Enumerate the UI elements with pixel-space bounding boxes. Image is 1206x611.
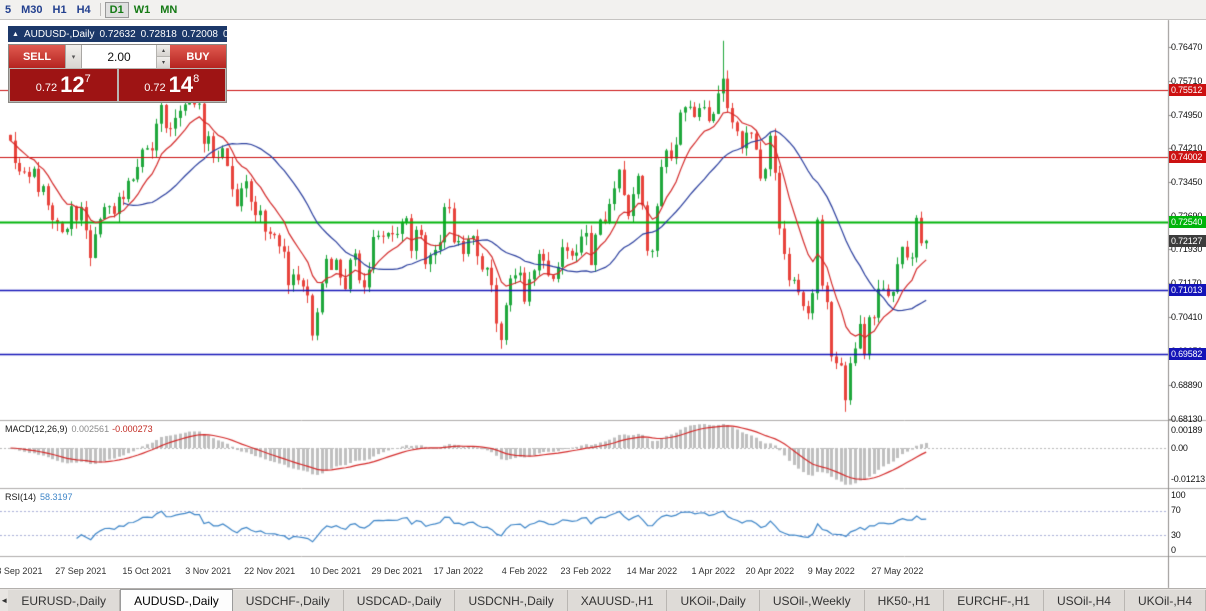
rsi-indicator-label: RSI(14) 58.3197: [5, 492, 73, 502]
timeframe-button-h4[interactable]: H4: [76, 3, 91, 16]
sell-button[interactable]: SELL: [9, 45, 65, 68]
sell-price-pip-digit: 7: [84, 73, 91, 85]
chart-tab-usdcad-daily[interactable]: USDCAD-,Daily: [343, 590, 456, 611]
trade-controls-row: SELL ▾ ▴ ▾ BUY: [9, 45, 226, 68]
volume-increase-icon[interactable]: ▴: [157, 45, 170, 57]
volume-decrease-icon[interactable]: ▾: [157, 57, 170, 68]
timeframe-button-mn[interactable]: MN: [160, 3, 178, 16]
chart-info-bar: ▲ AUDUSD-,Daily 0.72632 0.72818 0.72008 …: [8, 26, 259, 42]
buy-price-prefix: 0.72: [144, 81, 166, 94]
tab-scroll-left-icon[interactable]: ◄: [0, 595, 9, 605]
trade-prices-row: 0.72 12 7 0.72 14 8: [9, 68, 226, 102]
chart-tabs-bar: ◄ EURUSD-,Daily AUDUSD-,Daily USDCHF-,Daily…: [0, 588, 1206, 611]
one-click-trading-panel: SELL ▾ ▴ ▾ BUY 0.72 12 7 0.72 14 8: [8, 44, 227, 103]
sell-price-prefix: 0.72: [35, 81, 58, 94]
timeframe-button-5[interactable]: 5: [5, 3, 12, 16]
chart-tab-usoil-weekly[interactable]: USOil-,Weekly: [759, 590, 865, 611]
chart-tab-usdcnh-daily[interactable]: USDCNH-,Daily: [455, 590, 568, 611]
ohlc-open-value: 0.72632: [99, 28, 136, 40]
macd-name: MACD(12,26,9): [5, 424, 68, 434]
chart-tab-hk50-h1[interactable]: HK50-,H1: [864, 590, 945, 611]
collapse-panel-icon[interactable]: ▲: [12, 30, 19, 38]
toolbar-divider: [99, 3, 101, 16]
chart-tab-xauusd-h1[interactable]: XAUUSD-,H1: [567, 590, 668, 611]
timeframe-toolbar: 5 M30 H1 H4 D1 W1 MN: [0, 0, 1206, 20]
ohlc-high-value: 0.72818: [140, 28, 177, 40]
chart-tab-usoil-h4[interactable]: USOil-,H4: [1043, 590, 1125, 611]
chart-tab-ukoil-daily[interactable]: UKOil-,Daily: [667, 590, 760, 611]
volume-input[interactable]: [82, 45, 156, 68]
chart-tab-usdchf-daily[interactable]: USDCHF-,Daily: [232, 590, 344, 611]
timeframe-button-w1[interactable]: W1: [133, 3, 151, 16]
chart-tab-eurchf-h1[interactable]: EURCHF-,H1: [944, 590, 1044, 611]
sell-price-big-digits: 12: [60, 72, 85, 97]
timeframe-button-d1[interactable]: D1: [104, 1, 129, 18]
volume-spinner: ▴ ▾: [156, 45, 170, 68]
chart-tab-ukoil-h4[interactable]: UKOil-,H4: [1124, 590, 1206, 611]
ohlc-low-value: 0.72008: [181, 28, 218, 40]
timeframe-button-h1[interactable]: H1: [52, 3, 67, 16]
macd-indicator-label: MACD(12,26,9) 0.002561 -0.000273: [5, 424, 153, 434]
buy-price-display[interactable]: 0.72 14 8: [118, 69, 225, 101]
sell-price-display[interactable]: 0.72 12 7: [10, 69, 117, 101]
rsi-value: 58.3197: [40, 492, 73, 502]
chart-symbol-label: AUDUSD-,Daily: [23, 28, 95, 40]
volume-dropdown-icon[interactable]: ▾: [65, 45, 82, 68]
buy-price-pip-digit: 8: [193, 73, 200, 85]
ohlc-close-value: 0.72127: [222, 28, 260, 40]
buy-price-big-digits: 14: [168, 72, 194, 97]
macd-signal-value: -0.000273: [112, 424, 153, 434]
macd-main-value: 0.002561: [71, 424, 110, 434]
rsi-name: RSI(14): [5, 492, 37, 502]
chart-tab-audusd-daily[interactable]: AUDUSD-,Daily: [120, 589, 233, 611]
chart-tab-eurusd-daily[interactable]: EURUSD-,Daily: [8, 590, 121, 611]
timeframe-button-m30[interactable]: M30: [21, 3, 43, 16]
buy-button[interactable]: BUY: [170, 45, 226, 68]
